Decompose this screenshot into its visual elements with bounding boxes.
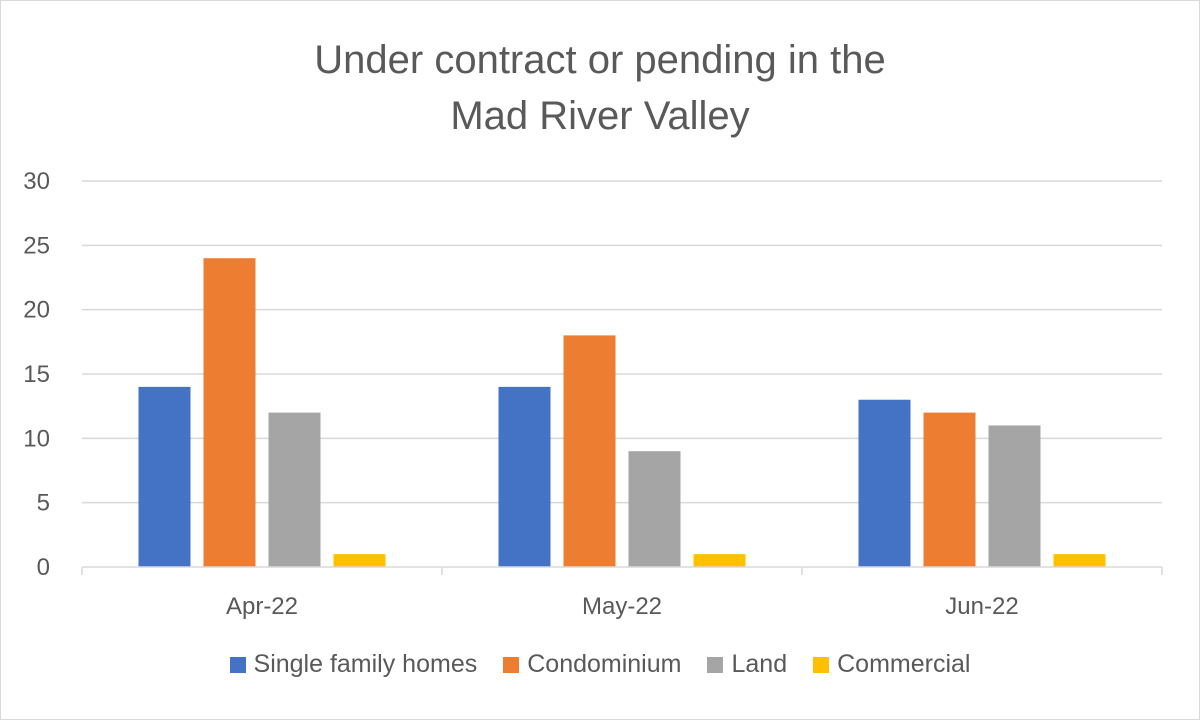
bar [498, 386, 551, 567]
bar [138, 386, 191, 567]
bar [858, 399, 911, 567]
bar [1053, 554, 1106, 567]
legend-swatch [813, 656, 830, 673]
bar [268, 412, 321, 567]
y-tick-label: 30 [23, 168, 50, 195]
y-tick-label: 15 [23, 361, 50, 388]
bar [628, 451, 681, 567]
bar [988, 425, 1041, 567]
x-axis [81, 566, 1163, 575]
chart-title-line-1: Under contract or pending in the [314, 38, 886, 82]
x-tick-label: Jun-22 [945, 593, 1018, 620]
legend-item: Commercial [813, 650, 970, 679]
bar [923, 412, 976, 567]
legend-item: Land [707, 650, 787, 679]
legend-label: Single family homes [253, 650, 478, 678]
x-tick-label: Apr-22 [226, 593, 298, 620]
y-tick-label: 25 [23, 232, 50, 259]
y-tick-label: 5 [37, 490, 50, 517]
legend-swatch [229, 656, 246, 673]
bar [693, 554, 746, 567]
chart-title-line-2: Mad River Valley [450, 94, 750, 138]
bar [333, 554, 386, 567]
legend-item: Single family homes [229, 650, 478, 679]
legend-label: Land [731, 650, 788, 678]
legend-swatch [503, 656, 520, 673]
chart-title: Under contract or pending in the Mad Riv… [0, 32, 1200, 144]
legend-swatch [707, 656, 724, 673]
y-tick-label: 0 [37, 554, 50, 581]
y-tick-label: 20 [23, 297, 50, 324]
legend-label: Commercial [837, 650, 971, 678]
legend-item: Condominium [503, 650, 681, 679]
y-axis-ticks: 0 5 10 15 20 25 30 [23, 168, 50, 581]
y-tick-label: 10 [23, 425, 50, 452]
legend-label: Condominium [527, 650, 682, 678]
bar [203, 258, 256, 567]
gridlines [82, 180, 1162, 504]
bar [563, 335, 616, 567]
legend: Single family homes Condominium Land Commer… [0, 650, 1200, 679]
x-tick-label: May-22 [582, 593, 662, 620]
bars [138, 258, 1106, 567]
x-axis-ticks: Apr-22 May-22 Jun-22 [226, 593, 1019, 620]
